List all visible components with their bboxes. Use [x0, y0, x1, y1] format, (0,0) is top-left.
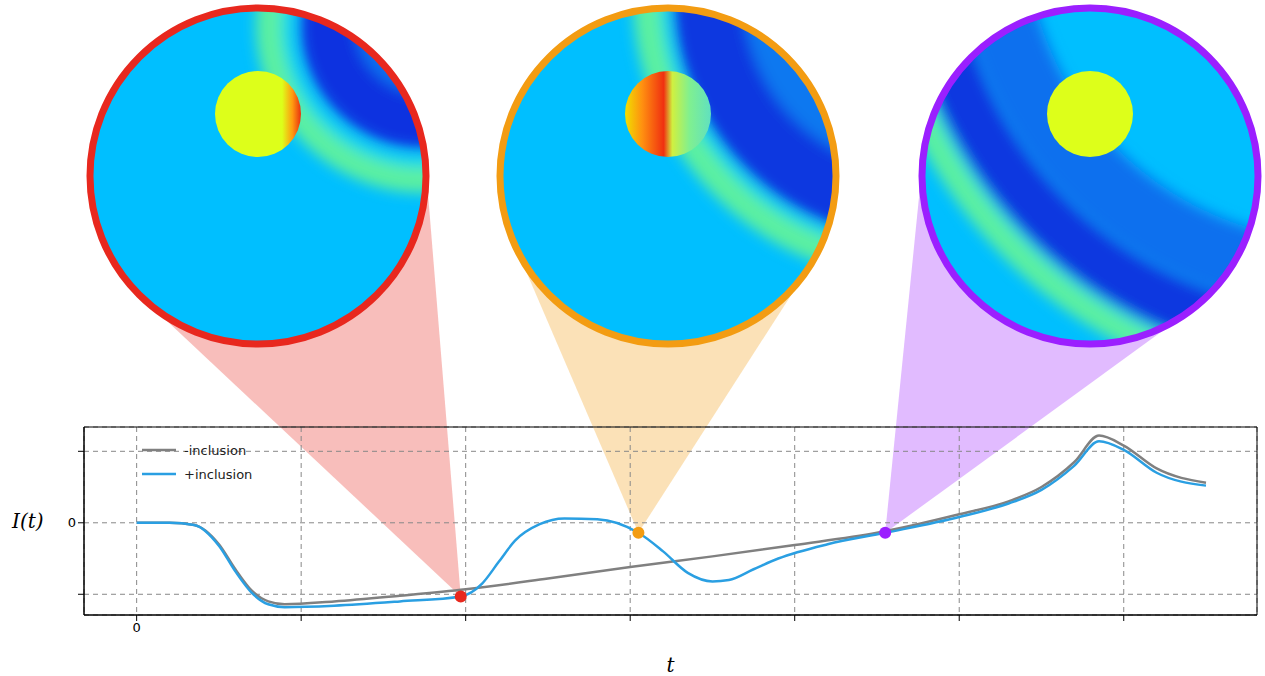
svg-text:t: t	[666, 653, 675, 676]
svg-text:I(t): I(t)	[11, 509, 44, 533]
svg-text:0: 0	[133, 620, 141, 635]
svg-text:0: 0	[68, 515, 76, 530]
html-text:+inclusion: +inclusion	[184, 466, 253, 482]
html-text:-inclusion: -inclusion	[184, 442, 247, 458]
